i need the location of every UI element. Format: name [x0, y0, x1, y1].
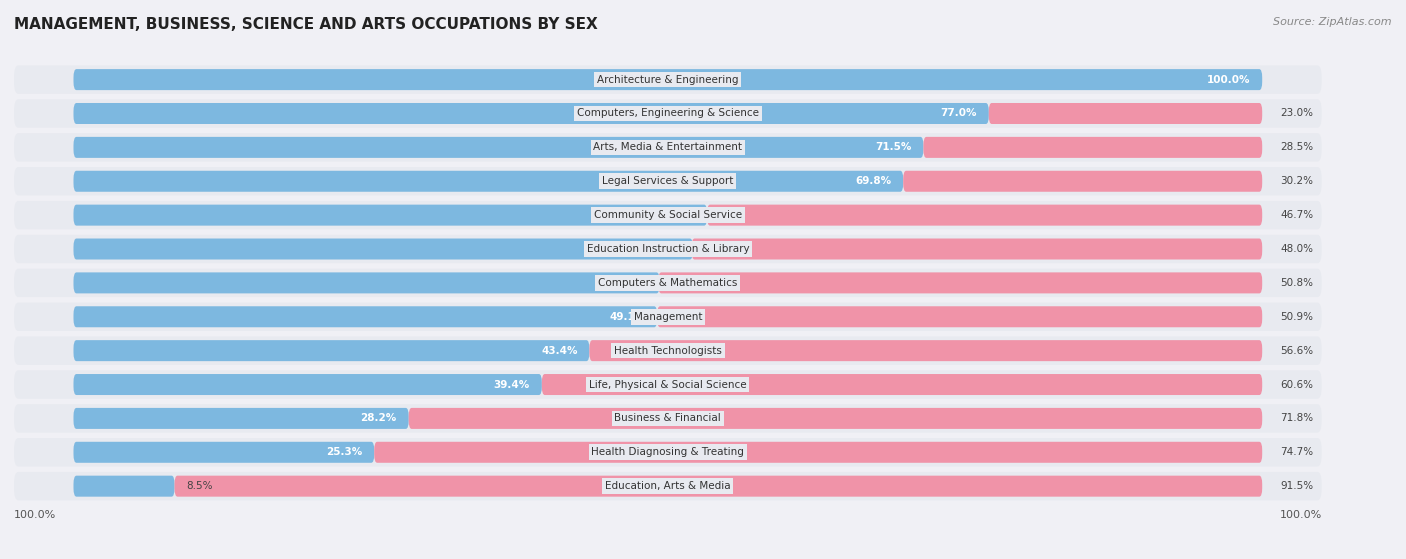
FancyBboxPatch shape [174, 476, 1263, 496]
Text: Health Technologists: Health Technologists [614, 345, 721, 356]
FancyBboxPatch shape [14, 438, 1322, 467]
Text: Legal Services & Support: Legal Services & Support [602, 176, 734, 186]
Text: 43.4%: 43.4% [541, 345, 578, 356]
FancyBboxPatch shape [988, 103, 1263, 124]
Text: Life, Physical & Social Science: Life, Physical & Social Science [589, 380, 747, 390]
Text: 74.7%: 74.7% [1279, 447, 1313, 457]
FancyBboxPatch shape [14, 269, 1322, 297]
Text: 49.1%: 49.1% [609, 312, 645, 322]
Text: Health Diagnosing & Treating: Health Diagnosing & Treating [592, 447, 744, 457]
Text: 56.6%: 56.6% [1279, 345, 1313, 356]
Text: 25.3%: 25.3% [326, 447, 363, 457]
FancyBboxPatch shape [14, 337, 1322, 365]
Text: 28.2%: 28.2% [360, 414, 396, 423]
FancyBboxPatch shape [14, 370, 1322, 399]
Text: 52.1%: 52.1% [645, 244, 681, 254]
FancyBboxPatch shape [14, 201, 1322, 229]
FancyBboxPatch shape [707, 205, 1263, 226]
FancyBboxPatch shape [73, 442, 374, 463]
FancyBboxPatch shape [14, 302, 1322, 331]
FancyBboxPatch shape [14, 167, 1322, 196]
FancyBboxPatch shape [658, 272, 1263, 293]
FancyBboxPatch shape [73, 205, 707, 226]
FancyBboxPatch shape [692, 239, 1263, 259]
FancyBboxPatch shape [73, 408, 409, 429]
Text: Business & Financial: Business & Financial [614, 414, 721, 423]
FancyBboxPatch shape [374, 442, 1263, 463]
Text: 77.0%: 77.0% [941, 108, 977, 119]
Text: 49.3%: 49.3% [612, 278, 648, 288]
Text: Architecture & Engineering: Architecture & Engineering [598, 74, 738, 84]
FancyBboxPatch shape [657, 306, 1263, 327]
FancyBboxPatch shape [541, 374, 1263, 395]
FancyBboxPatch shape [409, 408, 1263, 429]
FancyBboxPatch shape [14, 100, 1322, 127]
Text: Education, Arts & Media: Education, Arts & Media [605, 481, 731, 491]
FancyBboxPatch shape [14, 472, 1322, 500]
Text: Arts, Media & Entertainment: Arts, Media & Entertainment [593, 143, 742, 153]
FancyBboxPatch shape [73, 306, 657, 327]
Text: Management: Management [634, 312, 702, 322]
Text: 53.3%: 53.3% [659, 210, 695, 220]
FancyBboxPatch shape [14, 404, 1322, 433]
FancyBboxPatch shape [903, 170, 1263, 192]
Text: 100.0%: 100.0% [14, 510, 56, 520]
Text: 48.0%: 48.0% [1279, 244, 1313, 254]
FancyBboxPatch shape [73, 239, 693, 259]
Text: Source: ZipAtlas.com: Source: ZipAtlas.com [1274, 17, 1392, 27]
FancyBboxPatch shape [73, 374, 541, 395]
Text: 8.5%: 8.5% [187, 481, 212, 491]
FancyBboxPatch shape [73, 137, 924, 158]
FancyBboxPatch shape [14, 65, 1322, 94]
Text: MANAGEMENT, BUSINESS, SCIENCE AND ARTS OCCUPATIONS BY SEX: MANAGEMENT, BUSINESS, SCIENCE AND ARTS O… [14, 17, 598, 32]
Text: 71.8%: 71.8% [1279, 414, 1313, 423]
FancyBboxPatch shape [14, 235, 1322, 263]
FancyBboxPatch shape [589, 340, 1263, 361]
Text: Community & Social Service: Community & Social Service [593, 210, 742, 220]
Text: 91.5%: 91.5% [1279, 481, 1313, 491]
FancyBboxPatch shape [73, 340, 589, 361]
Text: 30.2%: 30.2% [1279, 176, 1313, 186]
FancyBboxPatch shape [924, 137, 1263, 158]
Text: 50.9%: 50.9% [1279, 312, 1313, 322]
FancyBboxPatch shape [73, 69, 1263, 90]
Legend: Male, Female: Male, Female [599, 555, 737, 559]
Text: 39.4%: 39.4% [494, 380, 530, 390]
Text: 50.8%: 50.8% [1279, 278, 1313, 288]
FancyBboxPatch shape [73, 272, 659, 293]
Text: 69.8%: 69.8% [855, 176, 891, 186]
Text: Education Instruction & Library: Education Instruction & Library [586, 244, 749, 254]
Text: Computers, Engineering & Science: Computers, Engineering & Science [576, 108, 759, 119]
Text: 71.5%: 71.5% [875, 143, 911, 153]
Text: 46.7%: 46.7% [1279, 210, 1313, 220]
Text: 23.0%: 23.0% [1279, 108, 1313, 119]
FancyBboxPatch shape [73, 476, 174, 496]
Text: 100.0%: 100.0% [1279, 510, 1322, 520]
FancyBboxPatch shape [73, 103, 988, 124]
Text: Computers & Mathematics: Computers & Mathematics [598, 278, 738, 288]
Text: 28.5%: 28.5% [1279, 143, 1313, 153]
Text: 60.6%: 60.6% [1279, 380, 1313, 390]
FancyBboxPatch shape [73, 170, 903, 192]
FancyBboxPatch shape [14, 133, 1322, 162]
Text: 100.0%: 100.0% [1206, 74, 1250, 84]
